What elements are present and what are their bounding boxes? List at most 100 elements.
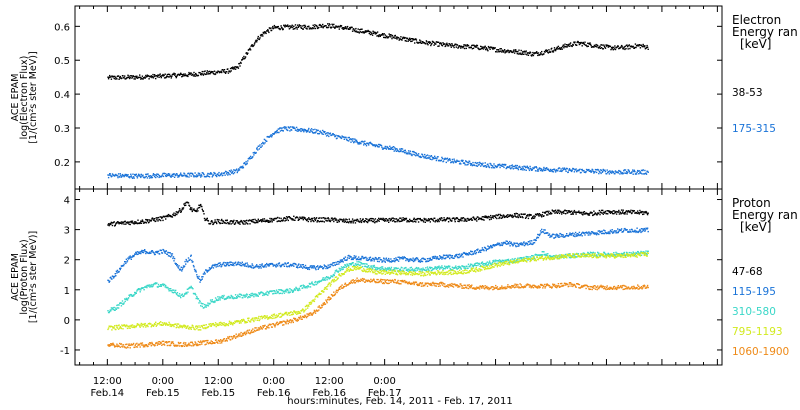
data-point [564,168,567,171]
data-point [251,263,253,265]
data-point [344,264,347,266]
data-point [481,216,484,218]
data-point [253,44,255,47]
data-point [385,268,387,270]
data-point [161,217,163,219]
data-point [602,232,604,235]
data-point [532,215,534,218]
data-point [522,242,525,244]
data-point [204,306,206,308]
data-point [492,217,495,219]
data-point [425,218,427,220]
data-point [257,221,259,224]
data-point [384,267,386,269]
data-point [625,172,627,174]
data-point [187,257,190,259]
plot-frame-electron [74,5,723,190]
data-point [416,267,418,270]
data-point [536,254,538,256]
data-point [463,162,466,165]
data-point [422,221,425,223]
data-point [528,169,531,172]
data-point [364,265,367,267]
data-point [323,130,325,133]
data-point [310,283,312,285]
data-point [588,43,591,45]
data-point [207,305,210,307]
data-point [542,211,544,214]
data-point [290,264,292,266]
data-point [381,266,384,268]
data-point [415,152,418,154]
data-point [218,219,220,221]
data-point [370,265,373,267]
data-point [479,249,481,252]
data-point [389,217,391,220]
data-point [147,173,149,175]
data-point [469,265,471,267]
data-point [138,76,140,79]
data-point [226,263,228,265]
data-point [140,289,142,291]
data-point [188,205,191,207]
data-point [513,258,515,261]
data-point [329,276,332,279]
data-point [227,263,229,265]
data-point [576,44,578,46]
data-point [236,296,238,298]
data-point [360,31,363,34]
data-point [178,265,180,267]
data-point [603,44,605,46]
data-point [318,26,320,29]
data-point [380,259,383,261]
data-point [205,304,207,306]
data-point [247,264,249,266]
data-point [473,252,475,254]
data-point [589,43,592,46]
data-point [237,221,240,223]
data-point [507,214,509,216]
data-point [239,261,241,264]
data-point [446,217,449,219]
data-point [437,218,439,221]
data-point [272,290,274,292]
data-point [542,168,545,170]
data-point [508,240,511,243]
data-point [124,220,126,222]
data-point [151,283,153,286]
data-point [501,51,503,53]
data-point [386,268,388,270]
data-point [376,35,378,37]
data-point [300,284,303,287]
data-point [404,217,406,220]
data-point [257,149,259,151]
data-point [350,141,352,143]
data-point [241,221,243,223]
data-point [371,220,374,223]
data-point [216,72,218,74]
data-point [316,221,318,223]
data-point [299,129,301,132]
data-point [646,227,649,229]
data-point [228,173,230,175]
data-point [222,296,225,298]
data-point [146,173,148,175]
data-point [248,219,251,221]
data-point [373,219,375,221]
data-point [310,130,312,132]
data-point [542,231,545,233]
data-point [356,218,359,221]
data-point [139,175,141,178]
data-point [407,270,409,272]
data-point [496,49,499,51]
data-point [388,259,390,261]
data-point [516,242,518,245]
data-point [417,260,420,263]
data-point [155,220,157,222]
data-point [234,223,236,225]
data-point [578,231,581,234]
data-point [153,219,155,222]
data-point [111,175,113,177]
data-point [583,169,585,172]
data-point [569,42,572,44]
